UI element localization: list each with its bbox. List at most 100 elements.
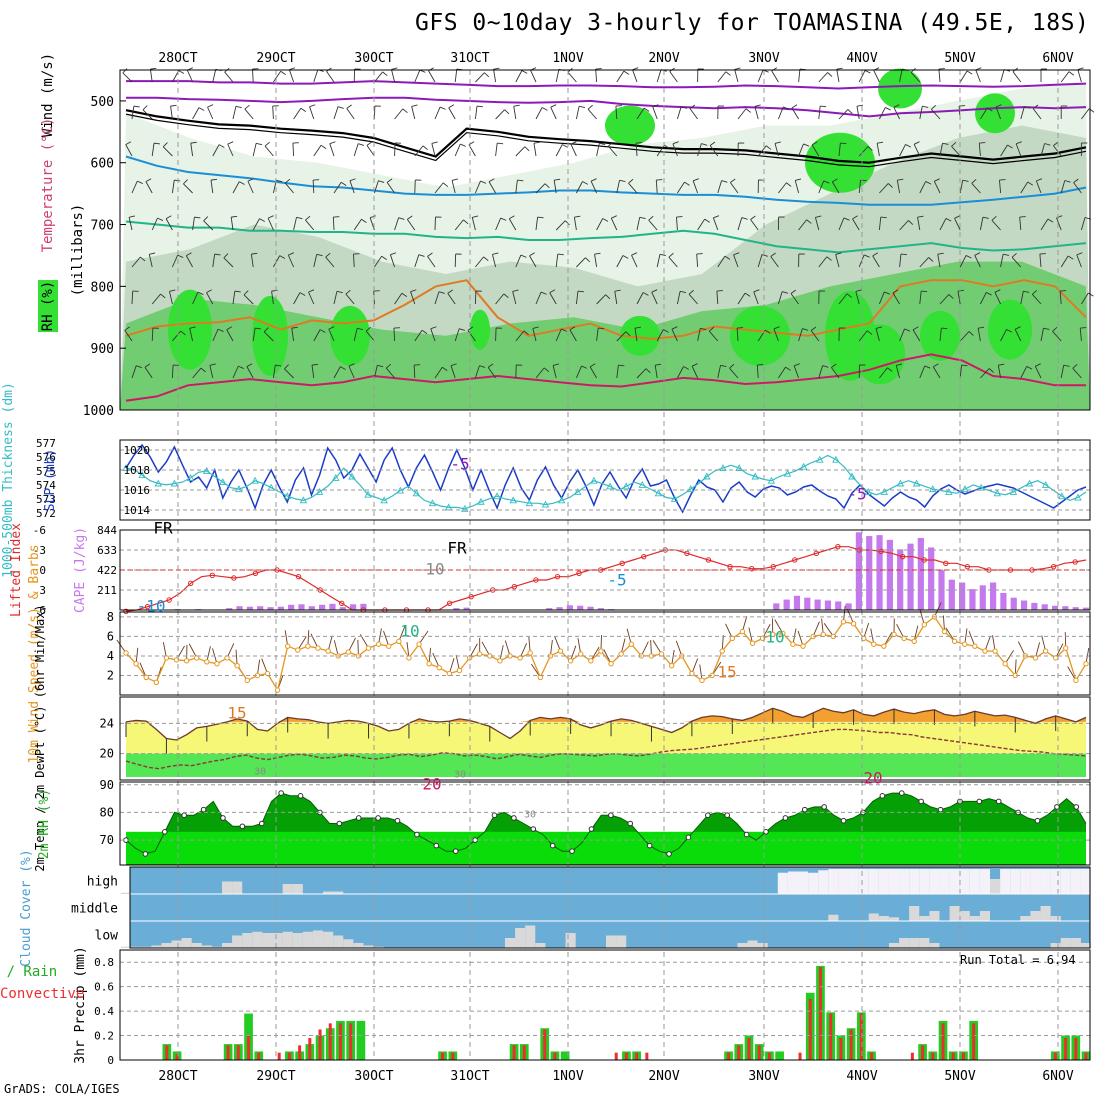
y-tick-label: 700 (91, 219, 114, 234)
wind-barb-flag (585, 257, 591, 263)
thickness-point (219, 478, 227, 486)
page-title: GFS 0~10day 3-hourly for TOAMASINA (49.5… (415, 10, 1090, 36)
rh-point (220, 815, 226, 821)
wind-barb-flag (244, 104, 250, 110)
wind-barb (980, 368, 990, 379)
cloud-bar (929, 943, 940, 948)
rh-point (452, 848, 459, 854)
wind-barb (614, 291, 618, 305)
wind-barb-flag (247, 178, 254, 182)
wind-barb (959, 365, 963, 379)
wind-tick-label: 2 (107, 668, 114, 682)
cloud-bar (959, 911, 970, 921)
wind-barb-flag (937, 252, 944, 255)
wind-barb-flag (520, 254, 527, 258)
wind-barb-flag (1073, 178, 1079, 183)
wind-barb-flag (651, 289, 658, 293)
wind-speed-point (386, 643, 392, 649)
cloud-bar (1050, 916, 1061, 921)
wind-barb-flag (544, 183, 550, 189)
wind-speed-point (315, 645, 321, 651)
wind-speed-point (345, 649, 352, 655)
cloud-bar (969, 869, 980, 894)
wind-barb-flag (142, 105, 148, 111)
cloud-bar (1080, 943, 1092, 948)
lifted-index-point (921, 557, 927, 563)
wind-barb-flag (238, 365, 244, 369)
cape-bar (257, 606, 264, 610)
wind-barb-flag (598, 327, 605, 330)
wind-barb-flag (492, 252, 499, 255)
precip-conv-bar (543, 1029, 547, 1060)
wind-barbs (122, 67, 1095, 379)
wind-barb-flag (668, 252, 674, 258)
wind-barb-flag (750, 215, 756, 220)
rh-bright-patch (470, 309, 490, 350)
cloud-bar (232, 935, 243, 948)
wind-barb-flag (1056, 215, 1063, 219)
wind-barb (1080, 217, 1086, 231)
wind-barb (692, 180, 699, 194)
rh-point (414, 831, 420, 838)
contour-label: -5 (607, 571, 626, 590)
wind-barb (406, 219, 416, 231)
wind-barb-flag (602, 218, 609, 222)
wind-barb-flag (476, 105, 483, 108)
thickness-point (638, 480, 647, 488)
precip-conv-bar (747, 1038, 751, 1060)
rh-bright-patch (730, 305, 790, 366)
rh-point (918, 798, 924, 805)
wind-barb (414, 69, 421, 83)
wind-barb-flag (398, 217, 405, 220)
wind-speed-point (416, 641, 422, 647)
wind-barb (206, 292, 214, 305)
wind-barb-flag (207, 104, 214, 108)
wind-speed-point (375, 641, 382, 647)
wind-barb-flag (537, 216, 544, 219)
thickness-point (154, 479, 163, 487)
wind-barb (677, 366, 684, 379)
wind-barb-flag (289, 67, 296, 71)
rh-point (801, 806, 808, 813)
wind-speed-point (608, 661, 614, 667)
wind-barb-flag (550, 104, 557, 108)
wind-barb (434, 291, 440, 305)
wind-barb-flag (628, 178, 634, 184)
wind-barb-flag (1052, 326, 1058, 332)
wind-speed-point (628, 641, 634, 647)
wind-barb-flag (309, 104, 316, 108)
precip-conv-bar (1084, 1052, 1088, 1060)
wind-barb (131, 106, 135, 120)
axis-title: 2m Temp / 2m DewPt (°C) (6hr Min/Max) (33, 604, 47, 871)
wind-barb (810, 330, 820, 342)
precip-conv-bar (921, 1045, 925, 1060)
wind-barb (656, 69, 662, 83)
cape-bar (990, 582, 997, 610)
wind-barb-flag (517, 179, 524, 182)
wind-barb-flag (279, 255, 286, 259)
cloud-bar (949, 906, 960, 921)
wind-barb (717, 365, 721, 379)
rh-point (375, 815, 381, 821)
wind-barb (777, 291, 783, 305)
wind-barb-flag (683, 366, 690, 370)
wind-barb-flag (370, 215, 376, 219)
cape-bar (928, 547, 935, 610)
wind-speed-point (618, 651, 624, 657)
cape-bar (866, 536, 873, 610)
cape-bar (1020, 600, 1028, 610)
cape-bar (1062, 606, 1069, 610)
precip-tick-label: 0.6 (94, 981, 114, 994)
wind-barb-flag (275, 364, 282, 367)
wind-barb (939, 218, 947, 231)
wind-barb-flag (741, 217, 748, 220)
wind-barb-flag (149, 252, 156, 255)
thickness-point (1025, 479, 1034, 487)
wind-barb-flag (504, 109, 510, 115)
wind-barb (171, 180, 175, 194)
wind-barb (978, 143, 981, 157)
isotherm-line (125, 353, 1086, 402)
wind-barb-flag (1014, 326, 1021, 330)
cloud-bar (1080, 869, 1092, 894)
wind-barb (192, 217, 195, 231)
